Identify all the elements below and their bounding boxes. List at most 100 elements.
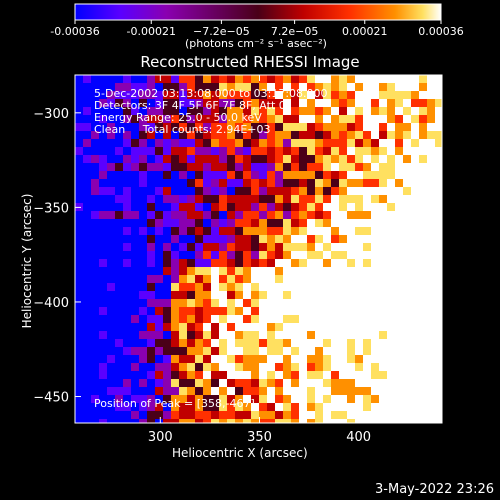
heatmap-cell — [99, 123, 108, 132]
heatmap-cell — [187, 243, 196, 252]
heatmap-cell — [339, 411, 348, 420]
heatmap-cell — [411, 211, 420, 220]
heatmap-cell — [107, 211, 116, 220]
heatmap-cell — [91, 339, 100, 348]
heatmap-cell — [155, 179, 164, 188]
heatmap-cell — [307, 235, 316, 244]
colorbar-tick-label: 7.2e−05 — [271, 25, 318, 38]
heatmap-cell — [155, 291, 164, 300]
heatmap-cell — [123, 123, 132, 132]
heatmap-cell — [147, 395, 156, 404]
heatmap-cell — [427, 243, 436, 252]
heatmap-cell — [123, 131, 132, 140]
heatmap-cell — [267, 107, 276, 116]
heatmap-cell — [115, 235, 124, 244]
heatmap-cell — [107, 91, 116, 100]
heatmap-cell — [267, 83, 276, 92]
heatmap-cell — [91, 123, 100, 132]
heatmap-cell — [427, 339, 436, 348]
heatmap-cell — [123, 235, 132, 244]
heatmap-cell — [251, 147, 260, 156]
heatmap-cell — [187, 323, 196, 332]
heatmap-cell — [75, 91, 84, 100]
heatmap-cell — [195, 203, 204, 212]
heatmap-cell — [403, 107, 412, 116]
heatmap-cell — [371, 419, 380, 423]
heatmap-cell — [267, 259, 276, 268]
heatmap-cell — [83, 323, 92, 332]
heatmap-cell — [323, 387, 332, 396]
heatmap-cell — [243, 395, 252, 404]
heatmap-cell — [307, 403, 316, 412]
heatmap-cell — [347, 331, 356, 340]
heatmap-cell — [75, 163, 84, 172]
heatmap-cell — [115, 283, 124, 292]
heatmap-cell — [299, 275, 308, 284]
heatmap-cell — [83, 163, 92, 172]
heatmap-cell — [187, 187, 196, 196]
heatmap-cell — [395, 395, 404, 404]
heatmap-cell — [75, 283, 84, 292]
heatmap-cell — [395, 187, 404, 196]
heatmap-cell — [299, 307, 308, 316]
heatmap-cell — [371, 355, 380, 364]
heatmap-cell — [403, 99, 412, 108]
heatmap-cell — [195, 147, 204, 156]
heatmap-cell — [315, 139, 324, 148]
heatmap-cell — [315, 99, 324, 108]
heatmap-cell — [227, 307, 236, 316]
heatmap-cell — [355, 291, 364, 300]
heatmap-cell — [187, 251, 196, 260]
heatmap-cell — [339, 171, 348, 180]
heatmap-cell — [147, 91, 156, 100]
heatmap-cell — [395, 115, 404, 124]
heatmap-cell — [83, 259, 92, 268]
heatmap-cell — [259, 403, 268, 412]
heatmap-cell — [107, 99, 116, 108]
heatmap-cell — [259, 203, 268, 212]
heatmap-cell — [123, 403, 132, 412]
heatmap-cell — [291, 387, 300, 396]
heatmap-cell — [251, 291, 260, 300]
heatmap-cell — [283, 379, 292, 388]
heatmap-cell — [131, 83, 140, 92]
heatmap-cell — [179, 139, 188, 148]
heatmap-cell — [171, 211, 180, 220]
heatmap-cell — [291, 363, 300, 372]
heatmap-cell — [107, 339, 116, 348]
heatmap-cell — [219, 275, 228, 284]
heatmap-cell — [315, 259, 324, 268]
heatmap-cell — [283, 131, 292, 140]
heatmap-cell — [275, 91, 284, 100]
heatmap-cell — [299, 331, 308, 340]
heatmap-cell — [171, 307, 180, 316]
heatmap-cell — [75, 379, 84, 388]
heatmap-cell — [171, 75, 180, 84]
heatmap-cell — [147, 107, 156, 116]
heatmap-cell — [163, 251, 172, 260]
heatmap-cell — [251, 315, 260, 324]
heatmap-cell — [291, 347, 300, 356]
heatmap-cell — [387, 91, 396, 100]
heatmap-cell — [355, 155, 364, 164]
heatmap-cell — [147, 355, 156, 364]
heatmap-cell — [427, 275, 436, 284]
heatmap-cell — [187, 163, 196, 172]
heatmap-cell — [395, 347, 404, 356]
heatmap-cell — [419, 347, 428, 356]
heatmap-cell — [275, 411, 284, 420]
heatmap-cell — [291, 179, 300, 188]
heatmap-cell — [219, 339, 228, 348]
heatmap-cell — [123, 283, 132, 292]
heatmap-cell — [179, 107, 188, 116]
heatmap-cell — [411, 243, 420, 252]
heatmap-cell — [235, 83, 244, 92]
heatmap-cell — [83, 395, 92, 404]
heatmap-cell — [363, 355, 372, 364]
heatmap-cell — [291, 299, 300, 308]
heatmap-cell — [99, 171, 108, 180]
heatmap-cell — [139, 147, 148, 156]
heatmap-cell — [163, 163, 172, 172]
heatmap-cell — [331, 179, 340, 188]
heatmap-cell — [419, 115, 428, 124]
